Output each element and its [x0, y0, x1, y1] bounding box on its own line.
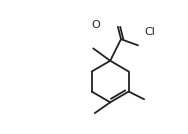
Text: O: O [91, 20, 100, 30]
Text: Cl: Cl [145, 27, 156, 37]
